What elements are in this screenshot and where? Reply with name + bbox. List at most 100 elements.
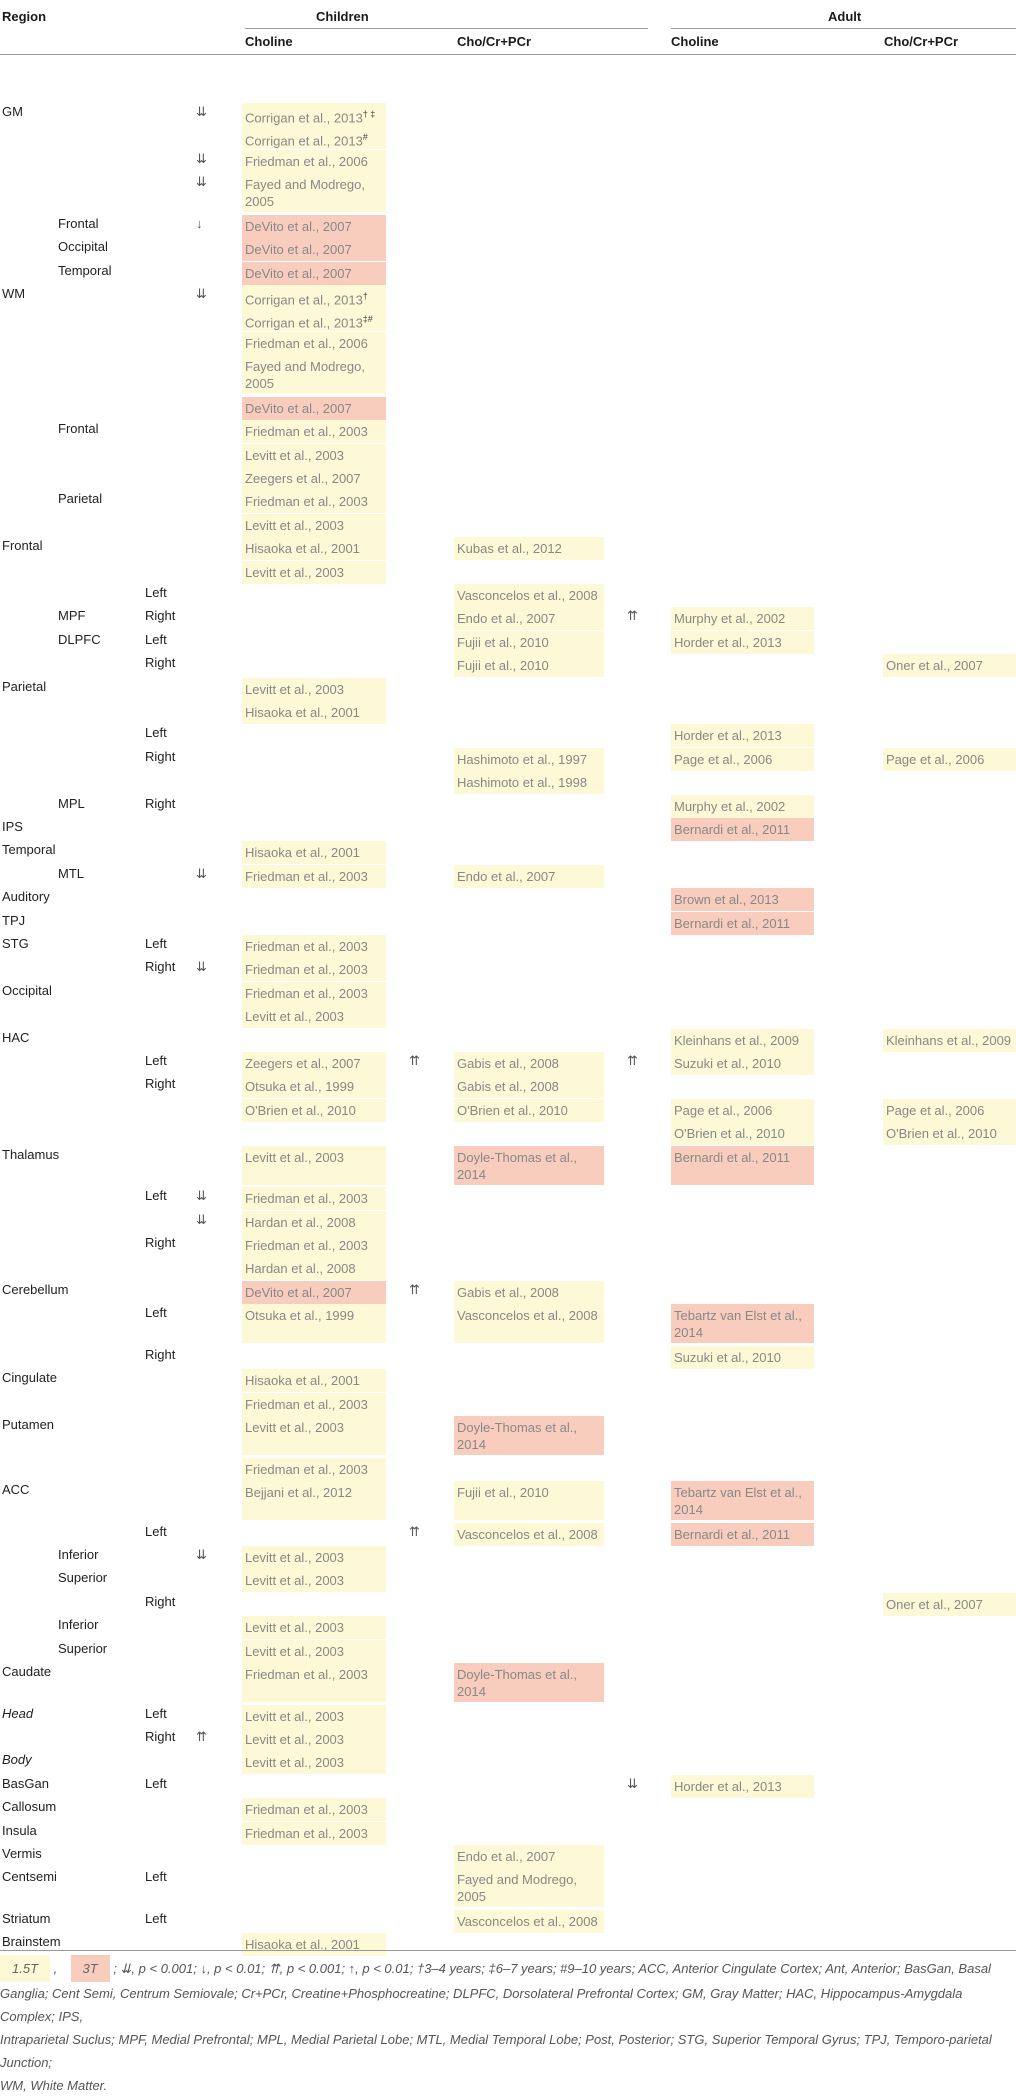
double-arrow-down-icon: ⇊ [196, 286, 207, 301]
citation-cell: Vasconcelos et al., 2008 [454, 1304, 604, 1343]
region-label: GM [2, 104, 23, 119]
citation-cell: DeVito et al., 2007 [242, 397, 386, 420]
citation-cell: O'Brien et al., 2010 [671, 1122, 814, 1145]
region-label: Auditory [2, 889, 50, 904]
citation-cell: Friedman et al., 2003 [242, 1822, 386, 1845]
citation-cell: Endo et al., 2007 [454, 1845, 604, 1868]
double-arrow-up-icon: ⇈ [409, 1282, 420, 1297]
citation-cell: Oner et al., 2007 [883, 1593, 1016, 1616]
citation-text: Endo et al., 2007 [457, 869, 556, 884]
citation-cell: Gabis et al., 2008 [454, 1281, 604, 1304]
citation-text: Hisaoka et al., 2001 [245, 845, 360, 860]
citation-text: Hashimoto et al., 1998 [457, 775, 588, 790]
citation-cell: Friedman et al., 2003 [242, 1798, 386, 1821]
double-arrow-down-icon: ⇊ [627, 1776, 638, 1791]
region-label: Vermis [2, 1846, 42, 1861]
hemisphere-label: Left [145, 1053, 167, 1068]
citation-text: Gabis et al., 2008 [457, 1079, 559, 1094]
citation-cell: Fayed and Modrego, 2005 [242, 173, 386, 212]
double-arrow-up-icon: ⇈ [627, 608, 638, 623]
citation-text: Corrigan et al., 2013 [245, 292, 363, 308]
citation-cell: Endo et al., 2007 [454, 607, 604, 630]
hemisphere-label: Left [145, 1305, 167, 1320]
double-arrow-down-icon: ⇊ [196, 1212, 207, 1227]
citation-cell: Levitt et al., 2003 [242, 1705, 386, 1728]
citation-cell: DeVito et al., 2007 [242, 215, 386, 238]
citation-text: Kleinhans et al., 2009 [674, 1033, 800, 1048]
subregion-label: Superior [58, 1570, 108, 1585]
citation-cell: Levitt et al., 2003 [242, 1546, 386, 1569]
citation-text: Friedman et al., 2003 [245, 1826, 368, 1841]
citation-cell: Levitt et al., 2003 [242, 1005, 386, 1028]
citation-text: Friedman et al., 2003 [245, 986, 368, 1001]
citation-text: Kubas et al., 2012 [457, 541, 562, 556]
citation-text: Friedman et al., 2003 [245, 962, 368, 977]
citation-text: Levitt et al., 2003 [245, 1709, 345, 1724]
region-label: STG [2, 936, 29, 951]
citation-text: Fayed and Modrego, 2005 [245, 359, 365, 391]
citation-text: Kleinhans et al., 2009 [886, 1033, 1012, 1048]
citation-cell: Oner et al., 2007 [883, 654, 1016, 677]
citation-text: Vasconcelos et al., 2008 [457, 588, 598, 603]
citation-cell: Friedman et al., 2003 [242, 982, 386, 1005]
citation-cell: Bernardi et al., 2011 [671, 818, 814, 841]
hemisphere-label: Right [145, 1076, 176, 1091]
double-arrow-down-icon: ⇊ [196, 104, 207, 119]
citation-text: Fujii et al., 2010 [457, 1485, 549, 1500]
citation-cell: DeVito et al., 2007 [242, 262, 386, 285]
citation-text: Gabis et al., 2008 [457, 1056, 559, 1071]
citation-cell: Bernardi et al., 2011 [671, 1146, 814, 1185]
hemisphere-label: Right [145, 1594, 176, 1609]
citation-text: Friedman et al., 2003 [245, 1397, 368, 1412]
citation-cell: O'Brien et al., 2010 [242, 1099, 386, 1122]
hemisphere-label: Left [145, 632, 167, 647]
hemisphere-label: Left [145, 936, 167, 951]
citation-cell: Fujii et al., 2010 [454, 631, 604, 654]
citation-text: O'Brien et al., 2010 [674, 1126, 785, 1141]
citation-text: DeVito et al., 2007 [245, 219, 352, 234]
double-arrow-up-icon: ⇈ [196, 1729, 207, 1744]
citation-cell: Hisaoka et al., 2001 [242, 841, 386, 864]
citation-text: Oner et al., 2007 [886, 658, 983, 673]
header-bottom-rule [0, 54, 1016, 55]
hemisphere-label: Left [145, 725, 167, 740]
region-label: Putamen [2, 1417, 55, 1432]
citation-cell: Corrigan et al., 2013† [242, 285, 386, 308]
citation-text: Bejjani et al., 2012 [245, 1485, 352, 1500]
region-label: Frontal [2, 538, 43, 553]
citation-cell: Levitt et al., 2003 [242, 1569, 386, 1592]
subregion-label: Inferior [58, 1547, 99, 1562]
region-label: Occipital [2, 983, 52, 998]
citation-text: Hisaoka et al., 2001 [245, 1373, 360, 1388]
citation-text: Tebartz van Elst et al., 2014 [674, 1485, 802, 1517]
citation-text: Levitt et al., 2003 [245, 1550, 345, 1565]
citation-text: Horder et al., 2013 [674, 728, 782, 743]
citation-cell: Hashimoto et al., 1997 [454, 748, 604, 771]
citation-cell: Friedman et al., 2003 [242, 1663, 386, 1702]
citation-text: Friedman et al., 2003 [245, 939, 368, 954]
citation-cell: Horder et al., 2013 [671, 631, 814, 654]
citation-text: Doyle-Thomas et al., 2014 [457, 1667, 577, 1699]
arrow-down-icon: ↓ [196, 216, 203, 231]
citation-cell: Corrigan et al., 2013# [242, 126, 386, 149]
citation-text: Fujii et al., 2010 [457, 658, 549, 673]
citation-cell: Levitt et al., 2003 [242, 444, 386, 467]
citation-text: Vasconcelos et al., 2008 [457, 1527, 598, 1542]
citation-cell: Fujii et al., 2010 [454, 654, 604, 677]
citation-cell: Otsuka et al., 1999 [242, 1304, 386, 1343]
hemisphere-label: Right [145, 1347, 176, 1362]
citation-text: Otsuka et al., 1999 [245, 1308, 355, 1323]
citation-cell: Gabis et al., 2008 [454, 1075, 604, 1098]
citation-text: DeVito et al., 2007 [245, 1285, 352, 1300]
citation-cell: Friedman et al., 2003 [242, 1234, 386, 1257]
region-label: Head [2, 1706, 34, 1721]
region-label: Parietal [2, 679, 47, 694]
citation-cell: Kubas et al., 2012 [454, 537, 604, 560]
citation-text: Doyle-Thomas et al., 2014 [457, 1420, 577, 1452]
double-arrow-down-icon: ⇊ [196, 174, 207, 189]
citation-text: Horder et al., 2013 [674, 635, 782, 650]
hemisphere-label: Right [145, 1729, 176, 1744]
citation-cell: Doyle-Thomas et al., 2014 [454, 1416, 604, 1455]
citation-text: Levitt et al., 2003 [245, 565, 345, 580]
age-group-marker: # [362, 132, 368, 142]
